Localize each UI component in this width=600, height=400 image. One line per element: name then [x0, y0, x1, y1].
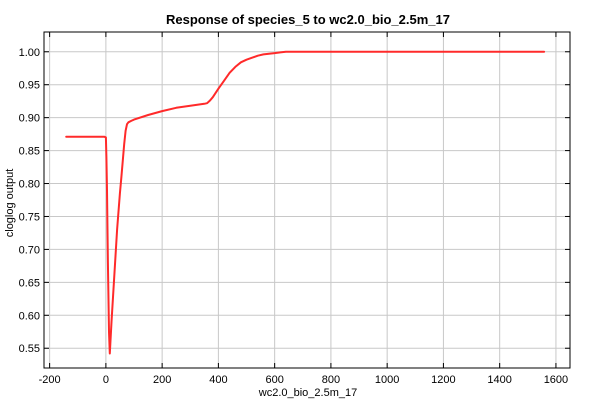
x-tick-label: 800: [322, 374, 340, 386]
y-axis-label: cloglog output: [4, 169, 16, 238]
y-tick-label: 0.65: [19, 277, 40, 289]
y-tick-label: 0.80: [19, 179, 40, 191]
x-tick-label: 1600: [544, 374, 568, 386]
y-tick-label: 0.95: [19, 80, 40, 92]
x-tick-label: 1000: [375, 374, 399, 386]
x-tick-label: 400: [209, 374, 227, 386]
y-tick-label: 0.75: [19, 211, 40, 223]
series-line: [65, 50, 546, 355]
y-tick-label: 1.00: [19, 47, 40, 59]
x-tick-label: 1400: [487, 374, 511, 386]
y-tick-label: 0.70: [19, 244, 40, 256]
x-tick-label: -200: [39, 374, 61, 386]
y-axis: 0.55 0.60 0.65 0.70 0.75 0.80 0.85 0.90 0.95 1.00: [19, 47, 570, 355]
x-axis: -200 0 200 400 600 800 1000 1200 1400 1600: [39, 32, 568, 386]
x-axis-label: wc2.0_bio_2.5m_17: [258, 387, 357, 399]
y-tick-label: 0.85: [19, 146, 40, 158]
x-tick-label: 600: [265, 374, 283, 386]
x-tick-label: 0: [103, 374, 109, 386]
grid: [44, 32, 570, 368]
chart-title: Response of species_5 to wc2.0_bio_2.5m_…: [166, 12, 450, 27]
series-layer: [65, 50, 546, 355]
plot-frame: [43, 31, 571, 369]
x-tick-label: 1200: [431, 374, 455, 386]
y-tick-label: 0.90: [19, 113, 40, 125]
x-tick-label: 200: [153, 374, 171, 386]
y-tick-label: 0.55: [19, 343, 40, 355]
y-tick-label: 0.60: [19, 310, 40, 322]
